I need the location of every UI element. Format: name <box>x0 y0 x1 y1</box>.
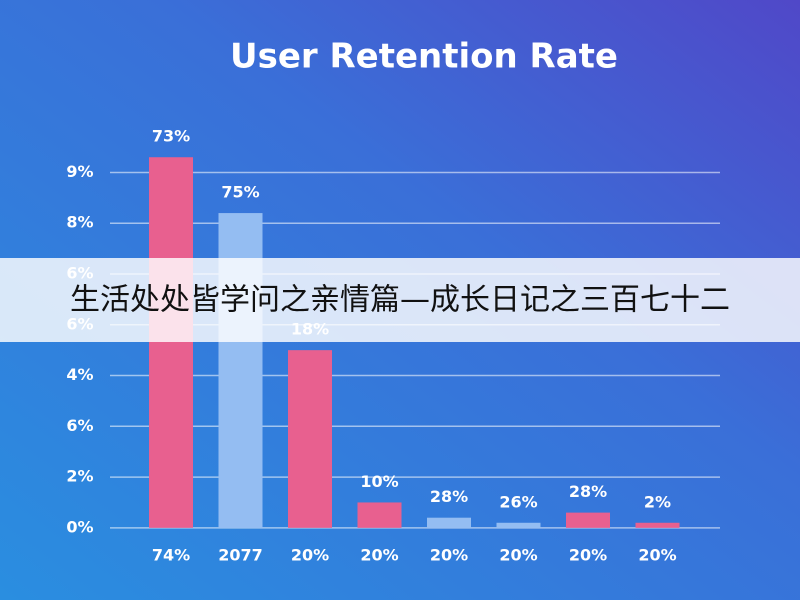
bar <box>635 522 680 528</box>
y-tick-label: 9% <box>66 162 93 181</box>
bar-label: 10% <box>360 472 398 491</box>
bar <box>496 522 541 528</box>
x-tick-label: 74% <box>152 546 190 565</box>
y-tick-label: 2% <box>66 467 93 486</box>
x-tick-label: 20% <box>360 546 398 565</box>
bar <box>427 517 471 528</box>
bar-label: 73% <box>152 127 190 146</box>
x-tick-label: 20% <box>499 546 537 565</box>
bar <box>149 157 193 528</box>
y-tick-label: 8% <box>66 213 93 232</box>
x-tick-label: 2077 <box>218 546 263 565</box>
bar-label: 28% <box>430 487 468 506</box>
x-tick-label: 20% <box>430 546 468 565</box>
y-tick-label: 0% <box>66 517 93 536</box>
x-tick-label: 20% <box>638 546 676 565</box>
bar-label: 26% <box>499 492 537 511</box>
bar-label: 2% <box>644 492 671 511</box>
bar-label: 75% <box>221 183 259 202</box>
chart-title: User Retention Rate <box>230 37 618 77</box>
bar-label: 28% <box>569 482 607 501</box>
bar <box>357 502 402 528</box>
bar <box>566 512 610 528</box>
x-tick-label: 20% <box>291 546 329 565</box>
y-tick-label: 4% <box>66 365 93 384</box>
banner <box>0 258 800 342</box>
x-tick-label: 20% <box>569 546 607 565</box>
bar <box>288 350 332 528</box>
y-tick-label: 6% <box>66 416 93 435</box>
banner-text: 生活处处皆学问之亲情篇—成长日记之三百七十二 <box>70 283 730 318</box>
